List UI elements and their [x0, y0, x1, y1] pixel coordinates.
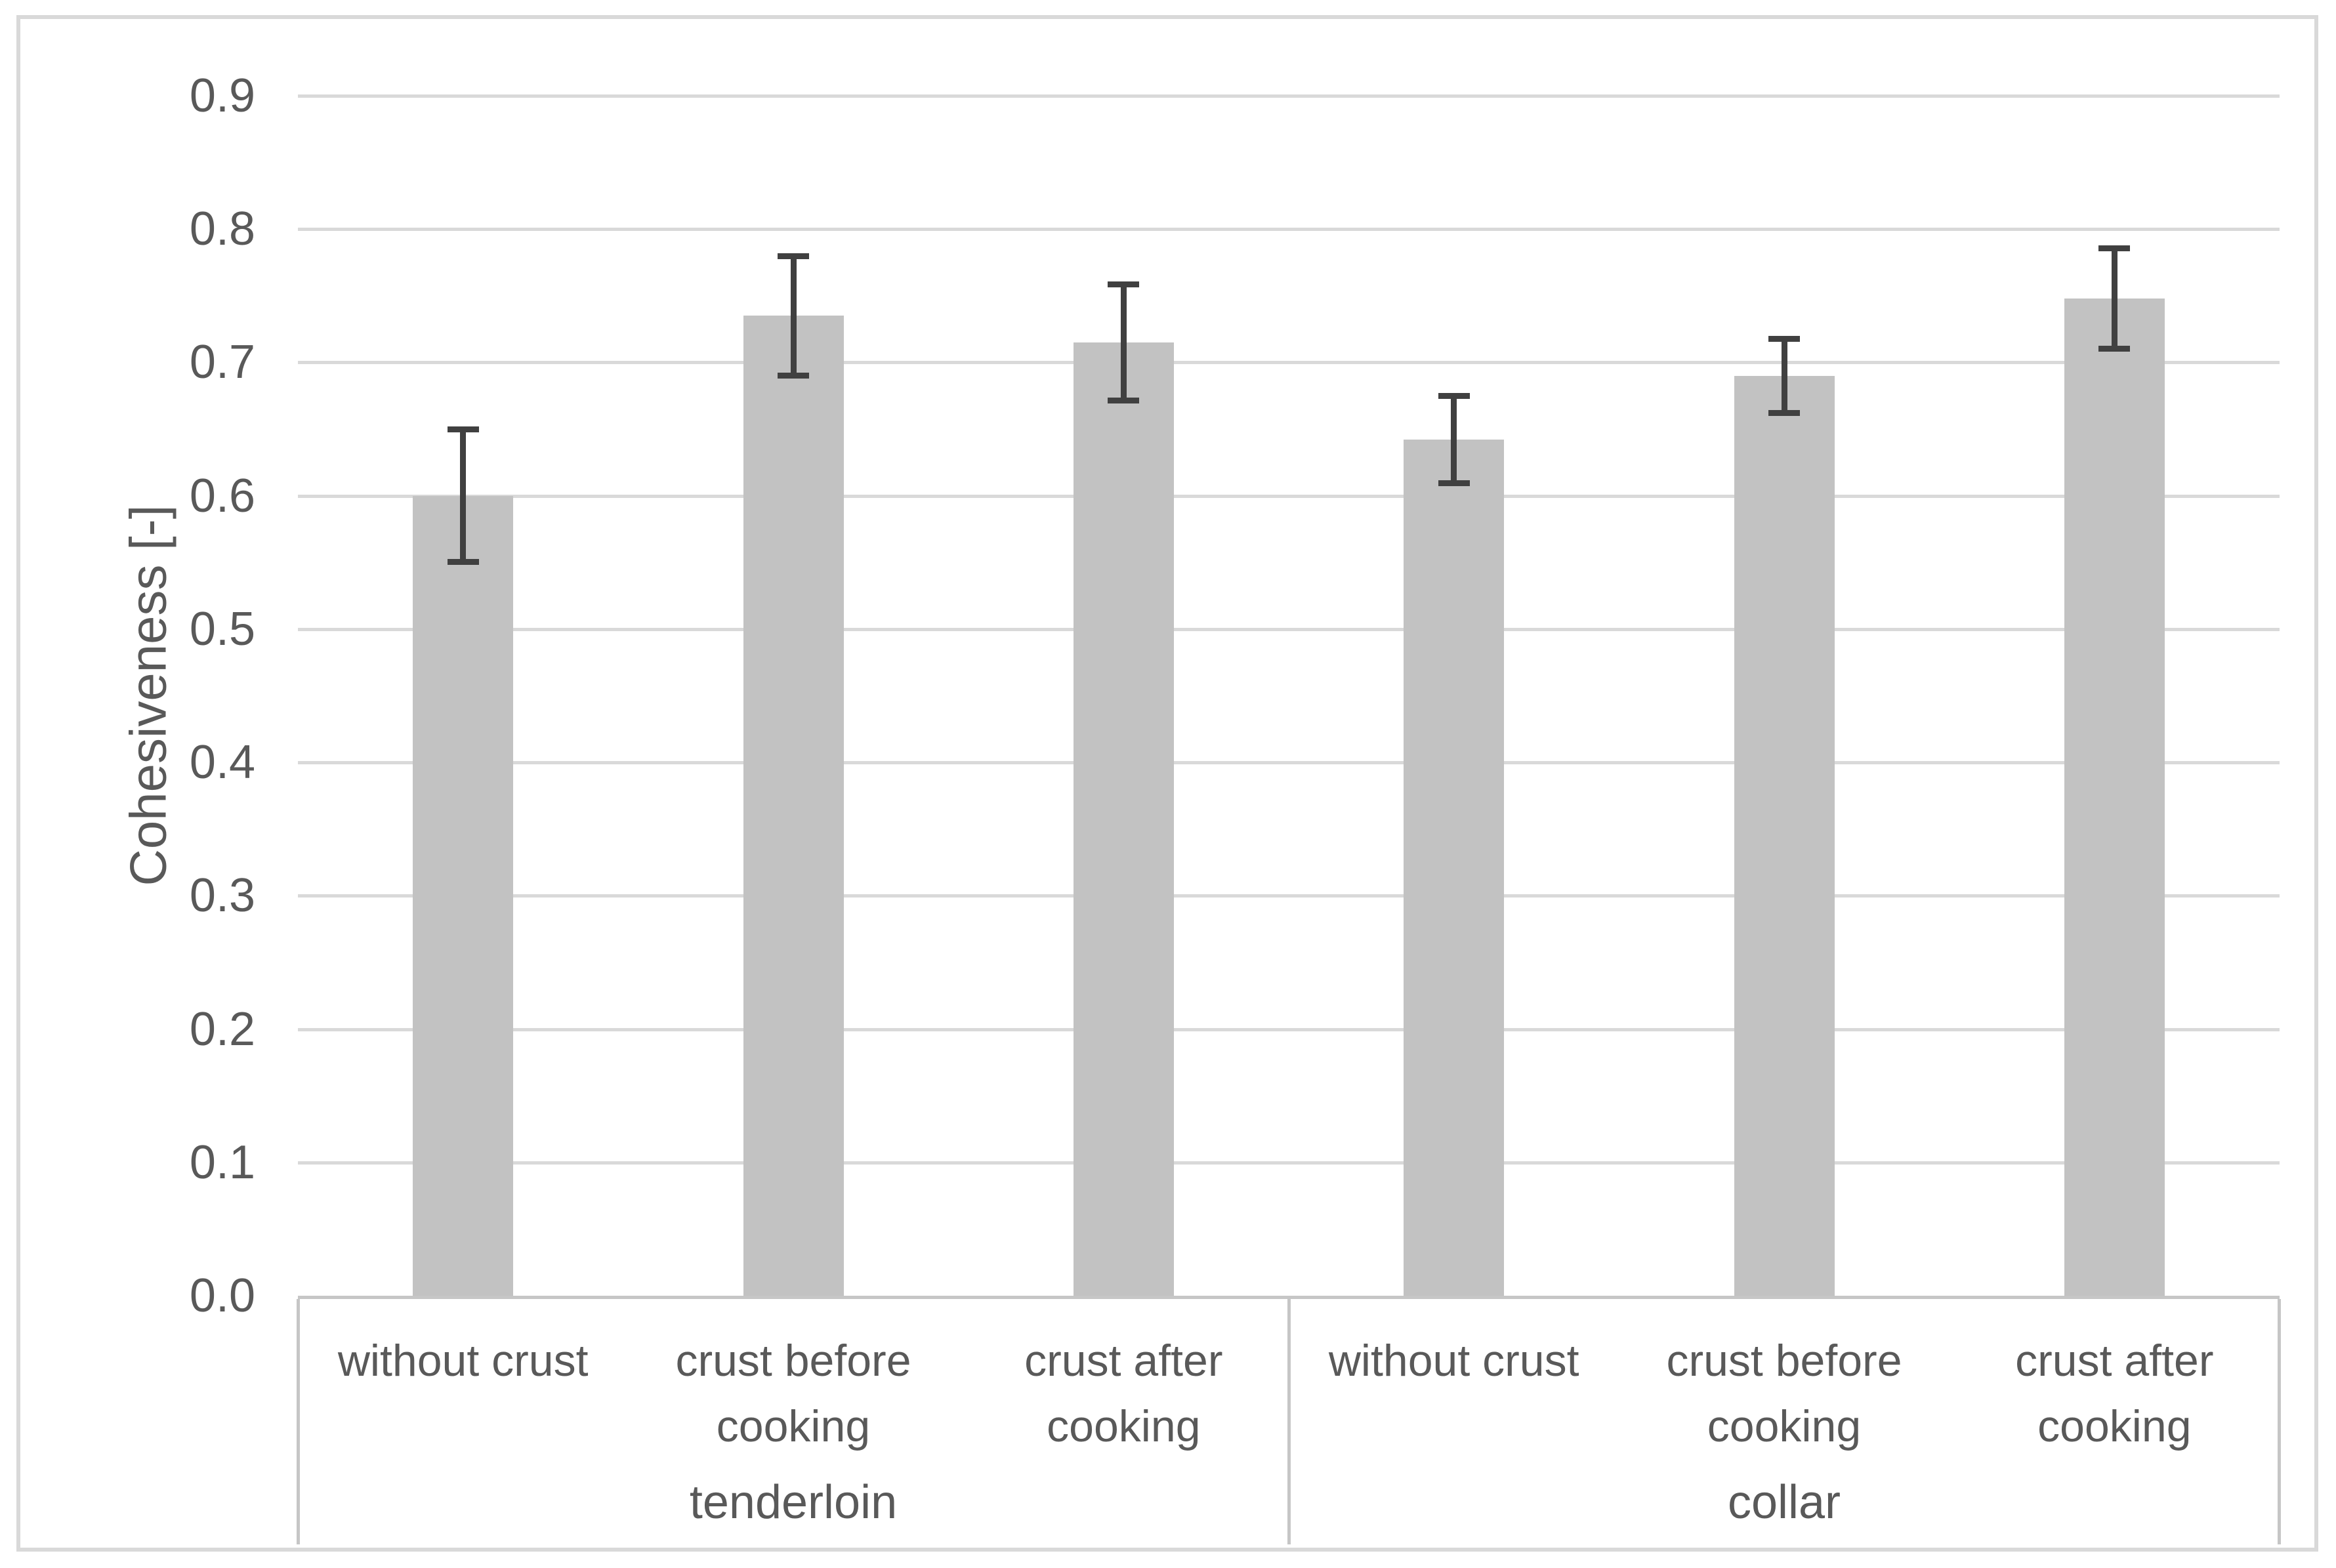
x-category-label: without crust [337, 1336, 589, 1386]
gridline [298, 228, 2280, 232]
error-bar-whisker [1120, 283, 1127, 402]
category-divider [1287, 1299, 1291, 1544]
error-bar-cap-bottom [447, 559, 479, 566]
gridline [298, 361, 2280, 365]
x-category-label: crust before cooking [675, 1336, 911, 1451]
gridline [298, 1161, 2280, 1165]
gridline [298, 494, 2280, 498]
y-tick-label: 0.6 [189, 469, 255, 522]
gridline [298, 761, 2280, 765]
y-tick-label: 0.4 [189, 736, 255, 789]
x-group-label: collar [1727, 1476, 1841, 1529]
y-tick-label: 0.2 [189, 1002, 255, 1056]
error-bar-whisker [1451, 396, 1457, 484]
bar [1734, 375, 1835, 1296]
y-tick-label: 0.9 [189, 70, 255, 122]
bar [413, 495, 514, 1296]
x-axis: without crust crust before cooking crust a… [297, 1296, 2281, 1544]
category-divider [297, 1299, 300, 1544]
error-bar-cap-top [447, 426, 479, 433]
error-bar-cap-top [1768, 335, 1800, 342]
error-bar-cap-top [778, 253, 809, 259]
y-tick-label: 0.1 [189, 1136, 255, 1189]
x-group-label: tenderloin [689, 1476, 898, 1529]
error-bar-cap-bottom [1108, 398, 1140, 404]
bar [2064, 298, 2165, 1296]
y-tick-label: 0.5 [189, 602, 255, 655]
error-bar-cap-bottom [1438, 480, 1470, 487]
gridline [298, 627, 2280, 631]
x-category-label: crust after cooking [2015, 1336, 2214, 1451]
x-category-label: crust before cooking [1666, 1336, 1902, 1451]
y-tick-label: 0.0 [189, 1269, 255, 1322]
bar [1073, 342, 1174, 1296]
error-bar-whisker [790, 255, 797, 376]
x-category-label: crust after cooking [1024, 1336, 1223, 1451]
plot-area [298, 94, 2280, 1296]
y-tick-label: 0.8 [189, 203, 255, 256]
bar [743, 316, 844, 1296]
error-bar-cap-bottom [1768, 409, 1800, 416]
error-bar-cap-top [1108, 281, 1140, 287]
bar [1404, 440, 1505, 1296]
error-bar-cap-bottom [778, 372, 809, 379]
error-bar-cap-top [2098, 245, 2131, 251]
x-category-label: without crust [1328, 1336, 1579, 1386]
error-bar-whisker [2111, 247, 2117, 350]
error-bar-whisker [460, 429, 467, 563]
gridline [298, 894, 2280, 898]
gridline [298, 94, 2280, 98]
y-tick-label: 0.7 [189, 336, 255, 389]
error-bar-cap-top [1438, 393, 1470, 400]
y-tick-label: 0.3 [189, 869, 255, 922]
error-bar-whisker [1781, 338, 1787, 413]
gridline [298, 1027, 2280, 1031]
y-axis-tick-labels: 0.0 0.1 0.2 0.3 0.4 0.5 0.6 0.7 0.8 0.9 [20, 70, 255, 1322]
chart-frame: Cohesiveness [-] 0.0 0.1 0.2 0.3 0.4 0.5 0.6 0.… [16, 15, 2318, 1552]
error-bar-cap-bottom [2098, 346, 2131, 352]
category-divider [2278, 1299, 2281, 1544]
